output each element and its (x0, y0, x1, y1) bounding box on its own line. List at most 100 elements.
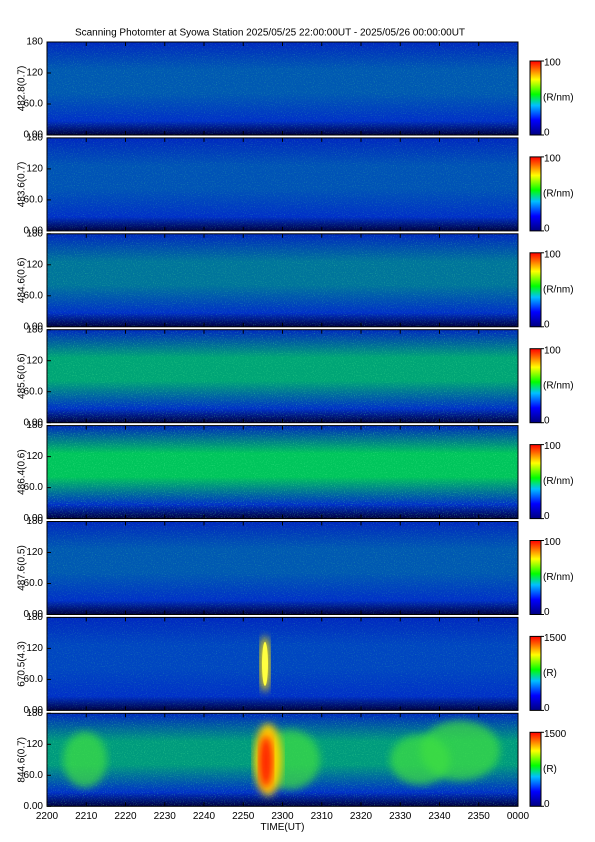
colorbar-label: (R) (543, 764, 557, 775)
y-tick-label: 120 (26, 739, 43, 750)
colorbar-tick-label: 100 (544, 345, 561, 356)
heatmap-grain (47, 521, 518, 615)
colorbar (529, 252, 542, 328)
colorbar (529, 444, 542, 520)
y-tick-label: 60.0 (24, 195, 44, 206)
colorbar (529, 348, 542, 424)
colorbar (529, 60, 542, 136)
panel: 0.00 60.0 120 180 485.6(0.6) 0 100 (R/nm) (17, 324, 574, 428)
chart-title: Scanning Photomter at Syowa Station 2025… (75, 28, 465, 39)
panel: 0.00 60.0 120 180 482.8(0.7) 0 100 (R/nm) (17, 37, 574, 141)
y-tick-label: 180 (26, 133, 43, 144)
y-tick-label: 120 (26, 259, 43, 270)
y-tick-label: 60.0 (24, 99, 44, 110)
y-tick-label: 0.00 (24, 417, 44, 428)
x-tick-label: 0000 (507, 811, 530, 822)
heatmap-grain (47, 617, 518, 711)
y-tick-label: 60.0 (24, 674, 44, 685)
panel: 0.00 60.0 120 180 484.6(0.6) 0 100 (R/nm) (17, 228, 574, 332)
x-tick-label: 2220 (114, 811, 137, 822)
colorbar-tick-label: 1500 (544, 633, 567, 644)
colorbar-tick-label: 0 (544, 415, 550, 426)
y-axis-label: 487.6(0.5) (17, 545, 28, 591)
y-tick-label: 120 (26, 68, 43, 79)
colorbar-label: (R/nm) (543, 476, 574, 487)
y-tick-label: 0.00 (24, 609, 44, 620)
colorbar-tick-label: 0 (544, 703, 550, 714)
x-tick-label: 2240 (193, 811, 216, 822)
x-tick-label: 2340 (428, 811, 451, 822)
y-axis-label: 670.5(4.3) (17, 641, 28, 687)
colorbar-tick-label: 0 (544, 607, 550, 618)
heatmap-grain (47, 42, 518, 135)
x-tick-label: 2320 (350, 811, 373, 822)
aurora-patch (259, 735, 273, 788)
y-tick-label: 0.00 (24, 226, 44, 237)
y-tick-label: 180 (26, 708, 43, 719)
y-axis-label: 486.4(0.6) (17, 449, 28, 495)
colorbar-tick-label: 0 (544, 128, 550, 139)
x-axis-label: TIME(UT) (261, 822, 305, 833)
y-tick-label: 60.0 (24, 578, 44, 589)
y-tick-label: 60.0 (24, 482, 44, 493)
y-tick-label: 60.0 (24, 386, 44, 397)
y-tick-label: 0.00 (24, 321, 44, 332)
y-axis-label: 483.6(0.7) (17, 162, 28, 208)
panel: 0.00 60.0 120 180 483.6(0.7) 0 100 (R/nm) (17, 133, 574, 237)
y-tick-label: 180 (26, 516, 43, 527)
aurora-patch (390, 734, 450, 785)
heatmap-grain (47, 425, 518, 519)
y-axis-label: 485.6(0.6) (17, 353, 28, 399)
x-tick-label: 2300 (271, 811, 294, 822)
y-tick-label: 120 (26, 451, 43, 462)
colorbar-tick-label: 100 (544, 249, 561, 260)
colorbar (529, 156, 542, 232)
colorbar-tick-label: 0 (544, 799, 550, 810)
y-tick-label: 60.0 (24, 290, 44, 301)
colorbar (529, 540, 542, 615)
panel: 0.00 60.0 120 180 487.6(0.5) 0 100 (R/nm) (17, 516, 574, 620)
y-tick-label: 180 (26, 228, 43, 239)
colorbar (529, 731, 542, 807)
y-tick-label: 180 (26, 420, 43, 431)
colorbar-label: (R) (543, 668, 557, 679)
y-tick-label: 180 (26, 324, 43, 335)
x-tick-label: 2330 (389, 811, 412, 822)
colorbar (529, 635, 542, 711)
colorbar-tick-label: 1500 (544, 729, 567, 740)
y-tick-label: 0.00 (24, 705, 44, 716)
y-tick-label: 0.00 (24, 130, 44, 141)
y-tick-label: 120 (26, 164, 43, 175)
y-tick-label: 120 (26, 355, 43, 366)
y-tick-label: 0.00 (24, 513, 44, 524)
y-tick-label: 60.0 (24, 770, 44, 781)
colorbar-label: (R/nm) (543, 284, 574, 295)
colorbar-label: (R/nm) (543, 93, 574, 104)
y-tick-label: 180 (26, 37, 43, 48)
y-tick-label: 120 (26, 547, 43, 558)
y-axis-label: 482.8(0.7) (17, 66, 28, 112)
x-tick-label: 2310 (311, 811, 334, 822)
panel: 0.00 60.0 120 180 844.6(0.7) 0 1500 (R) 2200 2210… (17, 708, 567, 833)
x-tick-label: 2350 (468, 811, 491, 822)
x-tick-label: 2250 (232, 811, 255, 822)
colorbar-tick-label: 100 (544, 537, 561, 548)
panel: 0.00 60.0 120 180 486.4(0.6) 0 100 (R/nm) (17, 420, 574, 524)
x-tick-label: 2210 (75, 811, 98, 822)
colorbar-tick-label: 100 (544, 58, 561, 69)
colorbar-tick-label: 0 (544, 511, 550, 522)
y-tick-label: 120 (26, 643, 43, 654)
aurora-patch (262, 641, 268, 686)
x-tick-label: 2230 (154, 811, 177, 822)
panel: 0.00 60.0 120 180 670.5(4.3) 0 1500 (R) (17, 612, 567, 716)
y-axis-label: 844.6(0.7) (17, 737, 28, 783)
x-tick-label: 2200 (36, 811, 59, 822)
heatmap-grain (47, 329, 518, 423)
colorbar-tick-label: 100 (544, 441, 561, 452)
y-tick-label: 0.00 (24, 801, 44, 812)
heatmap-grain (47, 137, 518, 231)
colorbar-tick-label: 0 (544, 319, 550, 330)
colorbar-label: (R/nm) (543, 189, 574, 200)
aurora-patch (63, 731, 107, 788)
y-tick-label: 180 (26, 612, 43, 623)
